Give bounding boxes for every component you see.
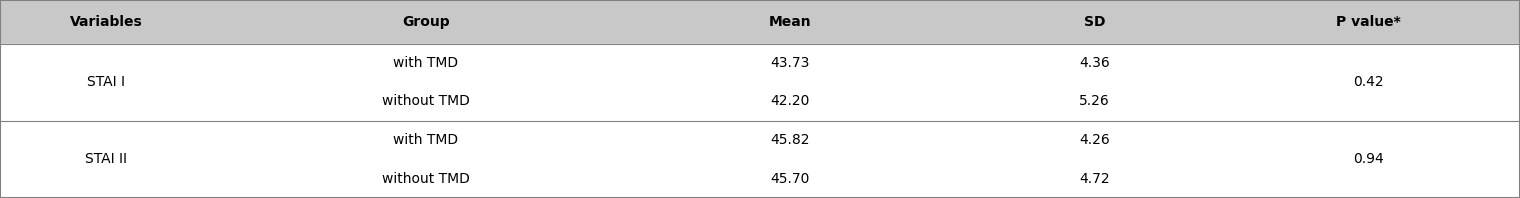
Bar [0,0,1520,44]
Text: 4.26: 4.26 [1079,133,1110,147]
Text: 43.73: 43.73 [771,56,810,70]
Text: SD: SD [1084,15,1105,29]
Text: 45.70: 45.70 [771,172,810,186]
Text: 45.82: 45.82 [771,133,810,147]
Text: STAI I: STAI I [88,75,125,89]
Text: 5.26: 5.26 [1079,94,1110,109]
Bar [0,44,1520,198]
Text: 42.20: 42.20 [771,94,810,109]
Text: without TMD: without TMD [382,94,470,109]
Text: Mean: Mean [769,15,812,29]
Text: without TMD: without TMD [382,172,470,186]
Text: 0.42: 0.42 [1353,75,1383,89]
Text: Variables: Variables [70,15,143,29]
Text: P value*: P value* [1336,15,1400,29]
Text: with TMD: with TMD [394,56,458,70]
Text: 4.36: 4.36 [1079,56,1110,70]
Text: 0.94: 0.94 [1353,152,1383,166]
Text: 4.72: 4.72 [1079,172,1110,186]
Text: STAI II: STAI II [85,152,128,166]
Text: Group: Group [401,15,450,29]
Text: with TMD: with TMD [394,133,458,147]
